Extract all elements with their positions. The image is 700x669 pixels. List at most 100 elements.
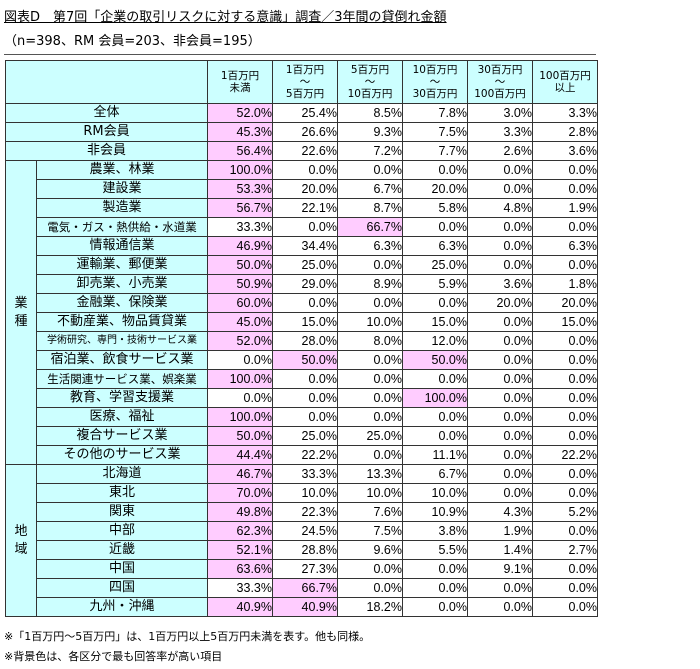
- section-label-char: 種: [14, 313, 28, 329]
- value-cell: 0.0%: [402, 293, 468, 313]
- value-cell: 22.2%: [532, 445, 598, 465]
- value-cell: 0.0%: [532, 483, 598, 503]
- value-cell: 50.0%: [207, 426, 273, 446]
- row-label: 近畿: [36, 540, 208, 560]
- value-cell: 7.2%: [337, 141, 403, 161]
- value-cell: 22.3%: [272, 502, 338, 522]
- value-cell: 22.2%: [272, 445, 338, 465]
- column-header: 5百万円～ 10百万円: [337, 60, 403, 104]
- value-cell: 25.0%: [402, 255, 468, 275]
- value-cell: 0.0%: [467, 445, 533, 465]
- value-cell: 3.0%: [467, 103, 533, 123]
- value-cell: 28.8%: [272, 540, 338, 560]
- table-row: 教育、学習支援業 0.0% 0.0% 0.0% 100.0% 0.0% 0.0%: [6, 388, 598, 408]
- value-cell: 52.0%: [207, 103, 273, 123]
- row-label: 金融業、保険業: [36, 293, 208, 313]
- value-cell: 10.0%: [337, 312, 403, 332]
- value-cell: 52.1%: [207, 540, 273, 560]
- value-cell: 1.4%: [467, 540, 533, 560]
- row-label: 卸売業、小売業: [36, 274, 208, 294]
- value-cell: 0.0%: [272, 160, 338, 180]
- table-row: 非会員 56.4% 22.6% 7.2% 7.7% 2.6% 3.6%: [5, 141, 598, 161]
- table-row: RM会員 45.3% 26.6% 9.3% 7.5% 3.3% 2.8%: [5, 122, 598, 142]
- row-label: 生活関連サービス業、娯楽業: [36, 369, 208, 389]
- value-cell: 0.0%: [337, 350, 403, 370]
- value-cell: 0.0%: [532, 179, 598, 199]
- value-cell: 1.9%: [467, 521, 533, 541]
- value-cell: 50.0%: [272, 350, 338, 370]
- value-cell: 0.0%: [532, 160, 598, 180]
- value-cell: 0.0%: [337, 578, 403, 598]
- value-cell: 0.0%: [532, 407, 598, 427]
- value-cell: 6.7%: [402, 464, 468, 484]
- title-divider: [4, 54, 596, 55]
- section-label: 地域: [5, 464, 37, 617]
- value-cell: 0.0%: [402, 160, 468, 180]
- value-cell: 2.7%: [532, 540, 598, 560]
- value-cell: 0.0%: [467, 388, 533, 408]
- row-label: 不動産業、物品賃貸業: [36, 312, 208, 332]
- row-label: 複合サービス業: [36, 426, 208, 446]
- value-cell: 0.0%: [337, 255, 403, 275]
- value-cell: 40.9%: [207, 597, 273, 617]
- value-cell: 62.3%: [207, 521, 273, 541]
- column-header: 10百万円～ 30百万円: [402, 60, 468, 104]
- value-cell: 0.0%: [402, 217, 468, 237]
- value-cell: 8.7%: [337, 198, 403, 218]
- value-cell: 13.3%: [337, 464, 403, 484]
- header-row: 1百万円 未満 1百万円～ 5百万円 5百万円～ 10百万円 10百万円～ 30百万円 …: [5, 60, 598, 104]
- value-cell: 7.5%: [402, 122, 468, 142]
- value-cell: 50.0%: [207, 255, 273, 275]
- value-cell: 2.8%: [532, 122, 598, 142]
- value-cell: 0.0%: [532, 578, 598, 598]
- value-cell: 8.5%: [337, 103, 403, 123]
- table-row: 学術研究、専門・技術サービス業 52.0% 28.0% 8.0% 12.0% 0.0% 0.…: [6, 331, 598, 351]
- column-header: 1百万円～ 5百万円: [272, 60, 338, 104]
- value-cell: 3.3%: [467, 122, 533, 142]
- value-cell: 0.0%: [337, 407, 403, 427]
- value-cell: 20.0%: [272, 179, 338, 199]
- value-cell: 8.9%: [337, 274, 403, 294]
- value-cell: 9.3%: [337, 122, 403, 142]
- value-cell: 45.3%: [207, 122, 273, 142]
- value-cell: 100.0%: [207, 369, 273, 389]
- value-cell: 24.5%: [272, 521, 338, 541]
- value-cell: 10.9%: [402, 502, 468, 522]
- value-cell: 0.0%: [467, 369, 533, 389]
- value-cell: 10.0%: [402, 483, 468, 503]
- figure-title-sample: （n=398、RM 会員=203、非会員=195）: [4, 34, 261, 49]
- row-label: 医療、福祉: [36, 407, 208, 427]
- value-cell: 25.0%: [272, 255, 338, 275]
- row-label: その他のサービス業: [36, 445, 208, 465]
- value-cell: 0.0%: [402, 597, 468, 617]
- row-label: 情報通信業: [36, 236, 208, 256]
- value-cell: 15.0%: [532, 312, 598, 332]
- value-cell: 46.7%: [207, 464, 273, 484]
- row-label: 建設業: [36, 179, 208, 199]
- value-cell: 34.4%: [272, 236, 338, 256]
- value-cell: 0.0%: [337, 559, 403, 579]
- value-cell: 9.6%: [337, 540, 403, 560]
- table-row: 卸売業、小売業 50.9% 29.0% 8.9% 5.9% 3.6% 1.8%: [6, 274, 598, 294]
- value-cell: 0.0%: [467, 464, 533, 484]
- value-cell: 12.0%: [402, 331, 468, 351]
- value-cell: 33.3%: [207, 578, 273, 598]
- column-header: 30百万円～ 100百万円: [467, 60, 533, 104]
- row-label: 四国: [36, 578, 208, 598]
- column-header: 100百万円 以上: [532, 60, 598, 104]
- value-cell: 33.3%: [272, 464, 338, 484]
- table-row: 近畿 52.1% 28.8% 9.6% 5.5% 1.4% 2.7%: [6, 540, 598, 560]
- value-cell: 20.0%: [532, 293, 598, 313]
- value-cell: 0.0%: [337, 160, 403, 180]
- value-cell: 0.0%: [337, 293, 403, 313]
- value-cell: 20.0%: [467, 293, 533, 313]
- value-cell: 56.7%: [207, 198, 273, 218]
- value-cell: 1.8%: [532, 274, 598, 294]
- value-cell: 70.0%: [207, 483, 273, 503]
- figure-title-main: 図表D 第7回「企業の取引リスクに対する意識」調査／3年間の貸倒れ金額: [4, 10, 447, 25]
- value-cell: 0.0%: [337, 369, 403, 389]
- value-cell: 0.0%: [272, 407, 338, 427]
- value-cell: 8.0%: [337, 331, 403, 351]
- table-row: 地域北海道 46.7% 33.3% 13.3% 6.7% 0.0% 0.0%: [5, 464, 598, 617]
- value-cell: 0.0%: [532, 255, 598, 275]
